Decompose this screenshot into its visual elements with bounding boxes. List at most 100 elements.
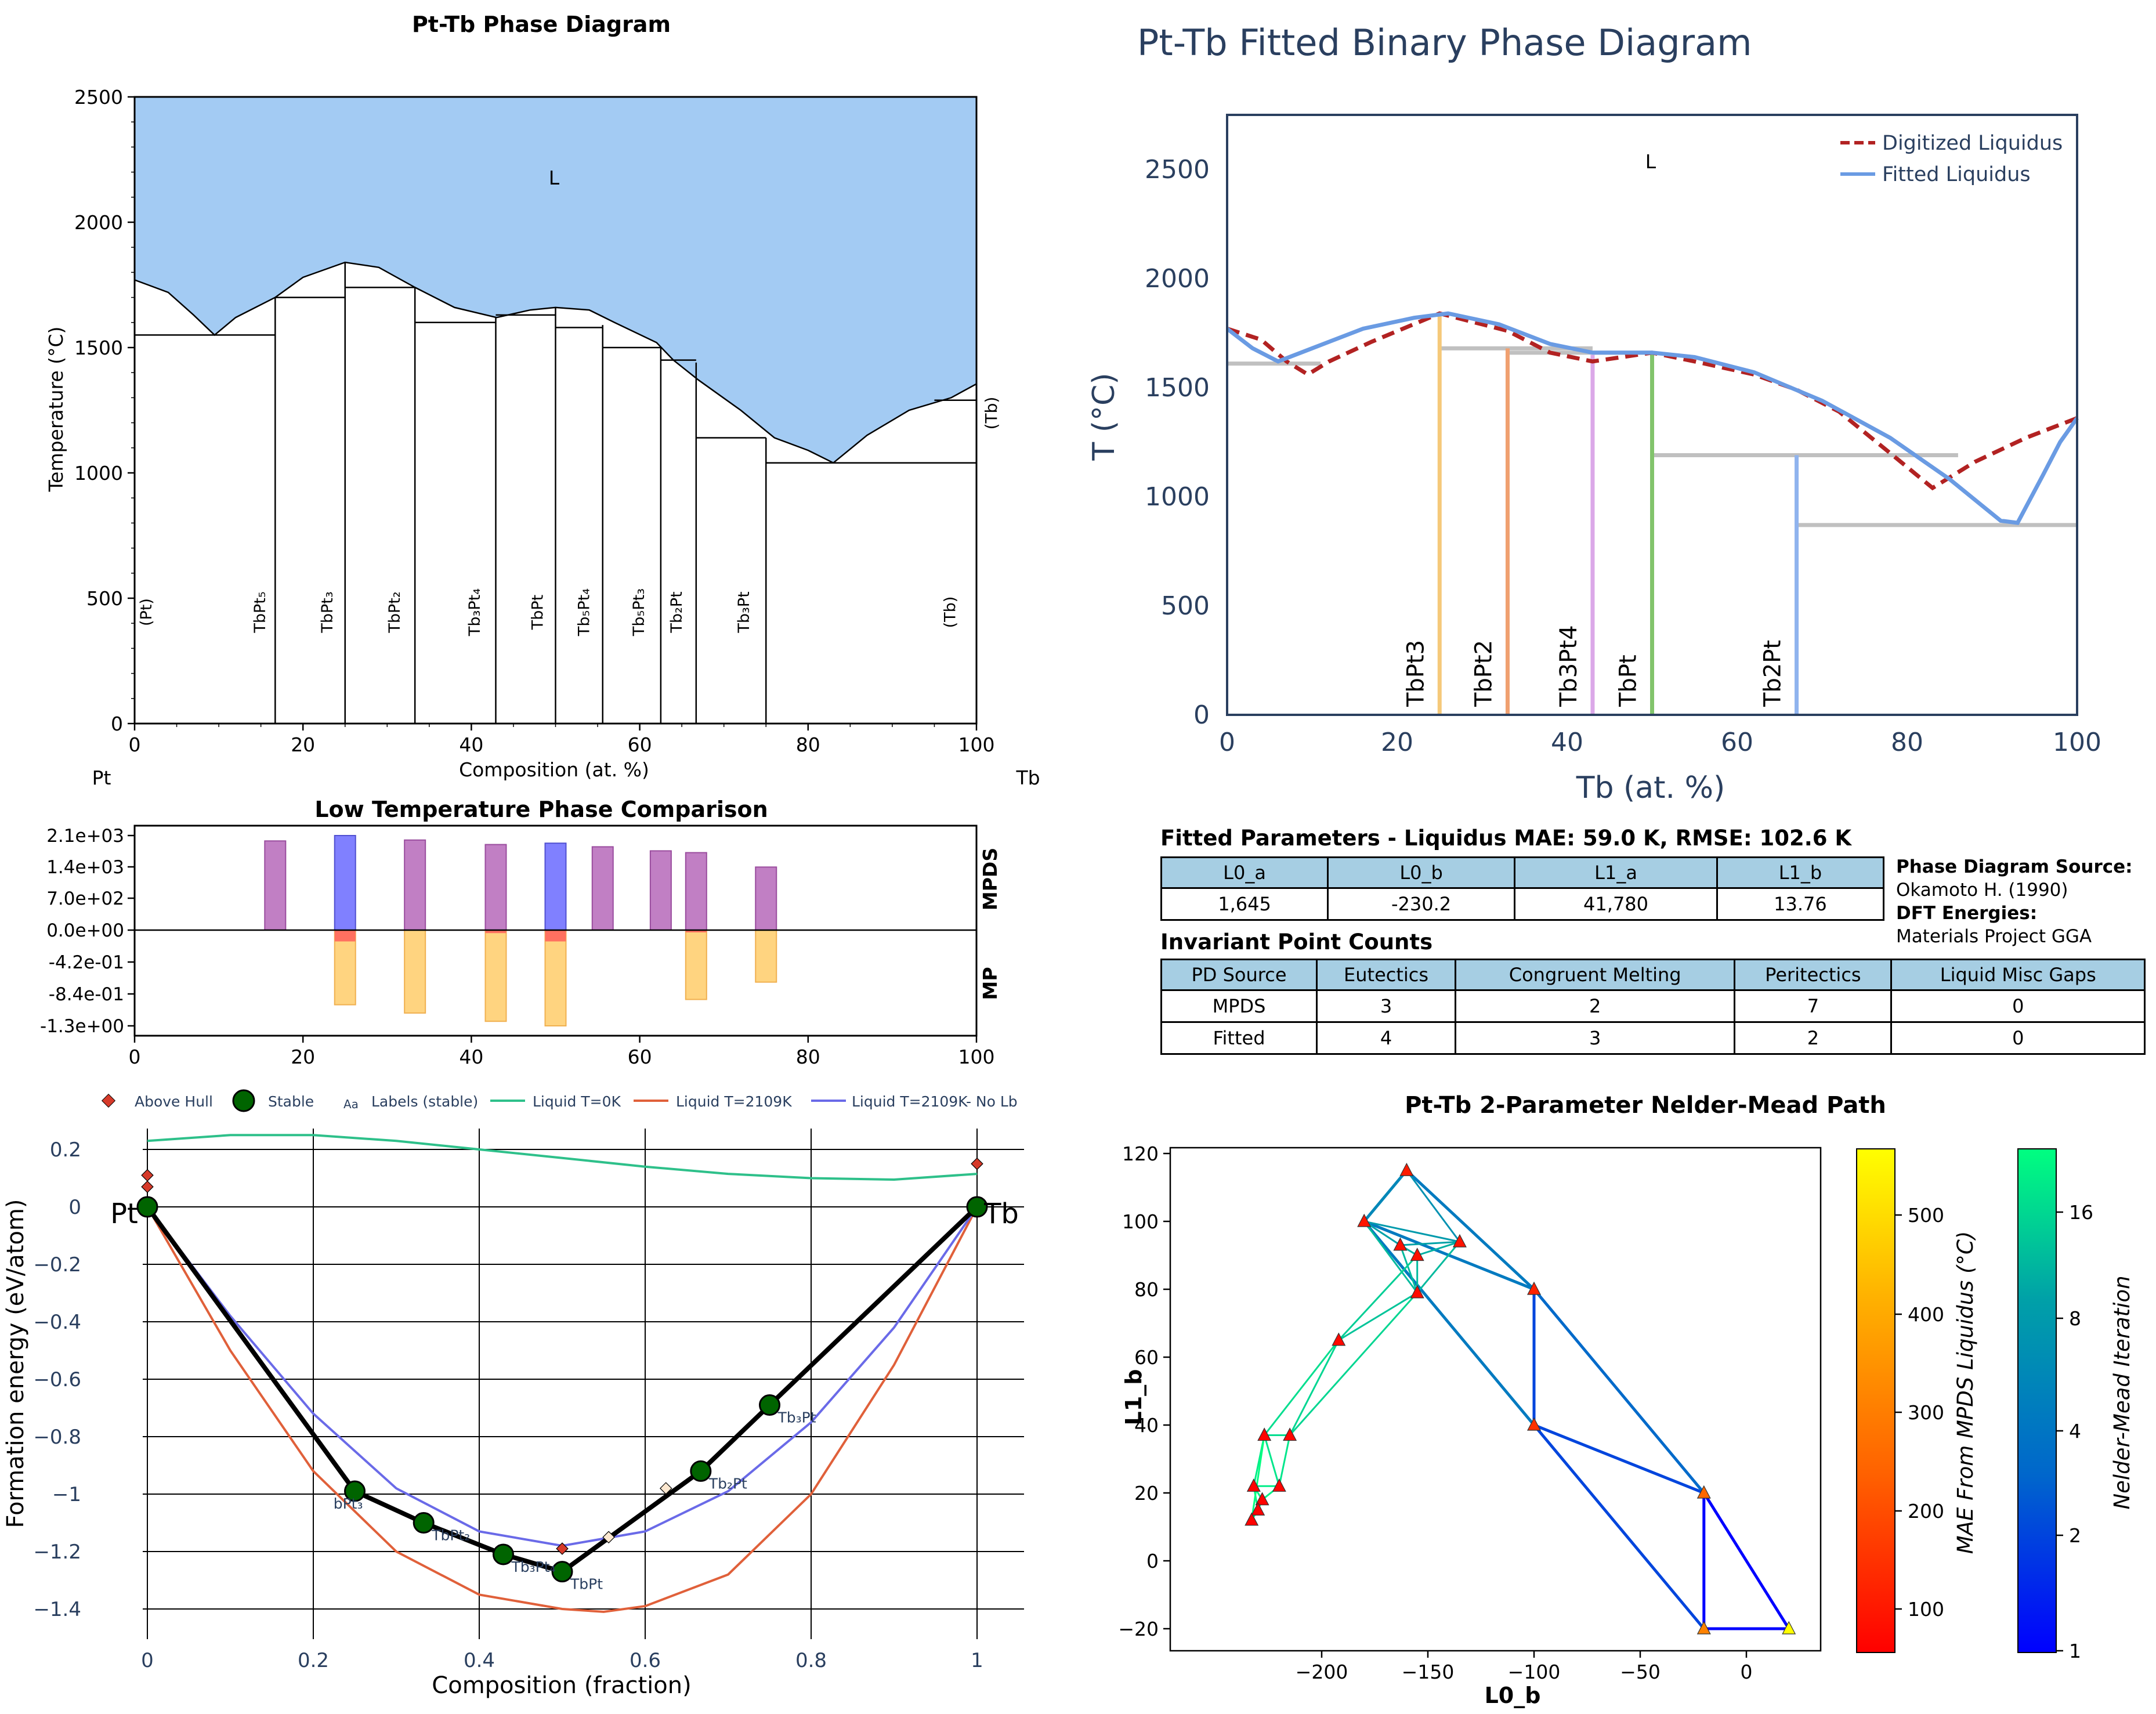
mpds-bar — [334, 835, 356, 931]
above-hull-marker — [556, 1542, 569, 1555]
mae-colorbar-tick-label: 300 — [1908, 1401, 1944, 1424]
y-tick-label: −20 — [1118, 1618, 1159, 1640]
mae-colorbar-tick-label: 500 — [1908, 1204, 1944, 1227]
phase-comparison-panel: Low Temperature Phase Comparison 0 20 40 60… — [40, 797, 1001, 1068]
simplex-edge — [1338, 1254, 1418, 1341]
mae-colorbar — [1856, 1148, 1895, 1653]
fitted-diagram-xlabel: Tb (at. %) — [1576, 771, 1725, 805]
simplex-edge — [1533, 1424, 1705, 1630]
x-tick-label: 0 — [129, 1046, 141, 1068]
simplex-edge — [1363, 1169, 1408, 1223]
x-tick-label: 0 — [141, 1649, 154, 1672]
above-hull-marker — [602, 1531, 615, 1543]
simplex-vertex — [1527, 1281, 1541, 1295]
x-tick-label: −100 — [1508, 1661, 1561, 1683]
table-header-cell: L0_a — [1160, 856, 1329, 889]
x-tick-label: 0.4 — [464, 1649, 495, 1672]
stable-marker — [136, 1196, 158, 1218]
stable-label: Tb₃Pt₄ — [511, 1558, 555, 1575]
fitted-liquidus-line — [1225, 311, 2079, 525]
stable-marker — [966, 1196, 988, 1218]
stable-marker — [759, 1394, 780, 1416]
stable-marker — [492, 1543, 514, 1565]
iteration-colorbar — [2017, 1148, 2057, 1653]
table-cell: 2 — [1455, 989, 1736, 1023]
phase-diagram-right-element: Tb — [1015, 766, 1040, 789]
stable-marker — [413, 1512, 435, 1534]
iteration-colorbar-label: Nelder-Mead Iteration — [2110, 1275, 2135, 1509]
y-tick-label: 2500 — [74, 86, 123, 109]
simplex-edge — [1289, 1292, 1418, 1436]
iteration-colorbar-tick-label: 16 — [2069, 1201, 2093, 1224]
phase-label: TbPt — [529, 595, 547, 631]
fitted-diagram-liquid-label: L — [1645, 150, 1656, 173]
table-cell: 2 — [1734, 1021, 1893, 1055]
simplex-vertex — [1357, 1213, 1372, 1227]
compound-label: Tb3Pt4 — [1555, 625, 1582, 707]
legend-liquid0-label: Liquid T=0K — [533, 1093, 621, 1110]
mpds-bar — [755, 866, 777, 931]
fitted-diagram-panel: Pt-Tb Fitted Binary Phase Diagram 0 20 40 6… — [1087, 21, 2101, 805]
mpds-bar — [484, 844, 507, 931]
simplex-vertex — [1410, 1285, 1424, 1299]
y-tick-label: -8.4e-01 — [49, 984, 124, 1005]
y-tick-label: 100 — [1122, 1210, 1159, 1233]
y-tick-label: 60 — [1134, 1346, 1159, 1369]
table-cell: 0 — [1890, 1021, 2146, 1055]
y-tick-label: −1 — [52, 1483, 81, 1506]
simplex-vertex — [1696, 1485, 1711, 1499]
liquid-2109k-line — [146, 1206, 978, 1613]
y-tick-label: 0 — [68, 1196, 81, 1219]
simplex-vertex — [1399, 1162, 1414, 1176]
y-tick-label: 1.4e+03 — [46, 857, 124, 878]
compound-label: Tb2Pt — [1760, 640, 1786, 707]
simplex-edge — [1363, 1220, 1460, 1243]
mp-bar — [544, 930, 567, 1026]
table-cell: -230.2 — [1327, 887, 1516, 921]
simplex-edge — [1338, 1292, 1418, 1341]
y-tick-label: 500 — [1161, 591, 1210, 621]
phase-comparison-title: Low Temperature Phase Comparison — [314, 797, 768, 822]
simplex-vertex — [1251, 1502, 1265, 1516]
x-tick-label: 100 — [958, 1046, 995, 1068]
above-hull-marker — [141, 1180, 154, 1194]
y-tick-label: −1.2 — [33, 1541, 81, 1564]
nelder-mead-xlabel: L0_b — [1485, 1683, 1541, 1708]
source-value: Okamoto H. (1990) — [1896, 880, 2068, 901]
phase-diagram-side-label: (Tb) — [982, 397, 1001, 430]
simplex-edge — [1289, 1340, 1340, 1436]
y-tick-label: 2500 — [1145, 155, 1210, 185]
x-tick-label: 60 — [628, 733, 652, 756]
mpds-bar — [649, 850, 672, 931]
phase-diagram-title: Pt-Tb Phase Diagram — [412, 12, 671, 37]
table-header-row: PD Source Eutectics Congruent Melting Pe… — [1160, 959, 2146, 991]
table-row: Fitted 4 3 2 0 — [1160, 1021, 2146, 1055]
mpds-bar — [264, 840, 287, 931]
liquid-0k-line — [147, 1134, 978, 1181]
legend-fitted-label: Fitted Liquidus — [1882, 163, 2031, 186]
iteration-colorbar-tick-label: 4 — [2069, 1420, 2081, 1442]
simplex-edge — [1406, 1170, 1461, 1242]
simplex-edge — [1702, 1492, 1790, 1630]
phase-label: Tb₂Pt — [668, 591, 686, 633]
table-header-cell: PD Source — [1160, 959, 1318, 991]
y-tick-label: 1500 — [1145, 373, 1210, 403]
simplex-edge — [1405, 1169, 1535, 1290]
phase-label: TbPt₂ — [386, 591, 404, 633]
mp-bar-overlay — [685, 930, 707, 932]
phase-label: TbPt₅ — [251, 591, 269, 633]
simplex-edge — [1363, 1220, 1535, 1426]
y-tick-label: 40 — [1134, 1414, 1159, 1437]
y-tick-label: −0.4 — [33, 1311, 81, 1334]
table-cell: 7 — [1734, 989, 1893, 1023]
y-tick-label: 20 — [1134, 1482, 1159, 1505]
dft-label: DFT Energies: — [1896, 903, 2038, 924]
convex-hull-line — [145, 1205, 979, 1575]
iteration-colorbar-tick-label: 2 — [2069, 1524, 2081, 1547]
table-cell: 13.76 — [1716, 887, 1885, 921]
table-header-cell: Liquid Misc Gaps — [1890, 959, 2146, 991]
compound-label: TbPt3 — [1402, 640, 1429, 707]
legend-labels-aa: Aa — [343, 1097, 359, 1111]
